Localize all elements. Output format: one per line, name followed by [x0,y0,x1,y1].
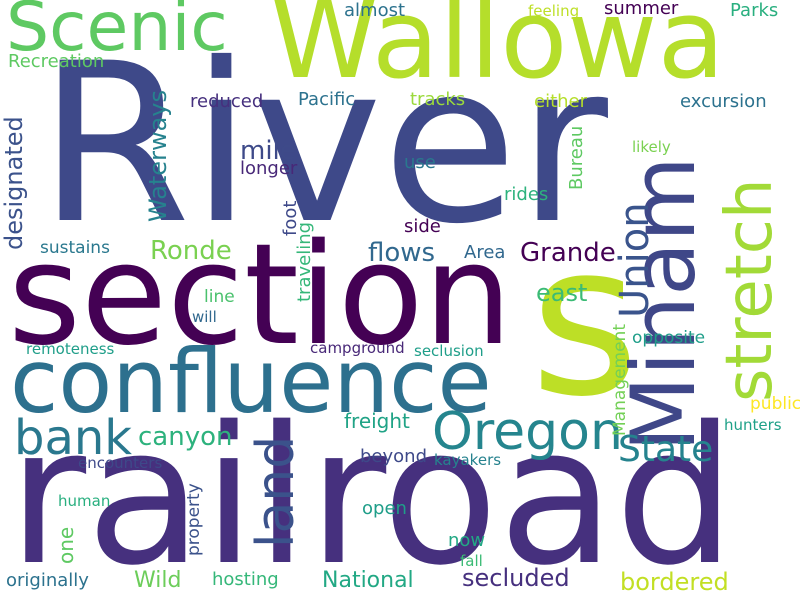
word-beyond: beyond [360,446,427,467]
word-bank: bank [14,410,133,466]
word-mile: mile [240,136,296,166]
word-state: State [618,429,714,470]
word-land: land [246,435,306,548]
word-longer: longer [240,158,298,179]
word-hosting: hosting [212,569,279,590]
word-national: National [322,568,414,593]
word-seclusion: seclusion [414,342,484,360]
word-human: human [58,492,111,510]
word-fall: fall [460,552,483,570]
word-oregon: Oregon [432,402,623,462]
word-recreation: Recreation [8,51,105,72]
word-railroad: railroad [8,386,736,600]
word-one: one [54,526,78,564]
word-waterways: Waterways [144,90,172,222]
word-opposite: opposite [632,328,706,348]
word-freight: freight [344,409,410,433]
word-area: Area [464,242,506,263]
word-encounters: encounters [78,454,163,472]
word-section: section [8,214,513,377]
word-stretch: stretch [713,178,787,402]
word-summer: summer [604,0,679,19]
word-sustains: sustains [40,238,110,258]
word-designated: designated [0,116,28,250]
word-hunters: hunters [724,416,782,434]
word-use: use [404,152,436,173]
word-s: s [530,198,640,443]
word-now: now [448,530,486,551]
word-traveling: traveling [294,221,315,302]
word-bureau: Bureau [566,125,587,190]
word-scenic: Scenic [6,0,228,67]
word-river: River [38,16,608,272]
word-parks: Parks [730,0,779,21]
word-remoteness: remoteness [26,340,115,358]
word-likely: likely [632,138,671,156]
word-open: open [362,498,407,519]
word-either: either [534,91,588,112]
word-secluded: secluded [462,564,570,592]
word-management: Management [610,324,630,436]
word-tracks: tracks [410,89,466,110]
word-feeling: feeling [528,2,580,20]
word-confluence: confluence [10,330,492,433]
word-originally: originally [6,570,89,591]
word-public: public [750,394,800,414]
word-side: side [404,216,441,237]
word-wild: Wild [134,568,182,593]
word-almost: almost [344,0,406,21]
word-ronde: Ronde [150,236,232,266]
word-union: Union [612,202,658,318]
word-excursion: excursion [680,91,767,112]
word-flows: flows [368,238,436,268]
word-canyon: canyon [138,422,233,452]
word-wallowa: Wallowa [270,0,725,103]
word-property: property [184,483,204,556]
word-line: line [204,287,235,307]
word-kayakers: kayakers [434,451,502,469]
word-grande: Grande [520,238,616,268]
word-campground: campground [310,339,405,357]
word-bordered: bordered [620,568,729,596]
word-reduced: reduced [190,91,264,112]
word-will: will [192,308,217,326]
word-pacific: Pacific [298,89,356,110]
word-east: east [536,279,588,307]
word-rides: rides [504,184,549,205]
